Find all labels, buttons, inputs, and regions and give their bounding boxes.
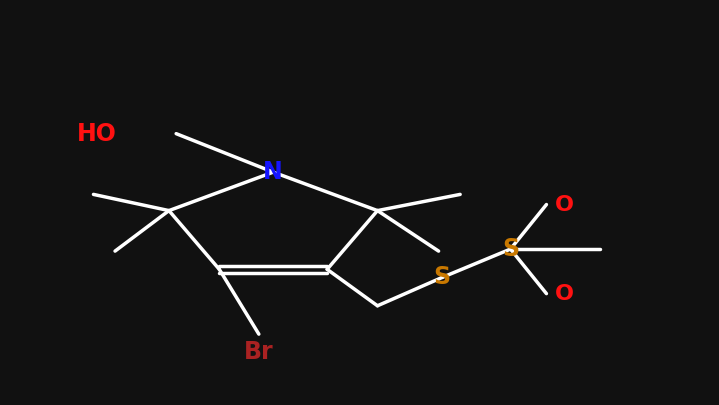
Text: S: S xyxy=(502,237,519,261)
Text: O: O xyxy=(555,194,574,215)
Text: N: N xyxy=(263,160,283,184)
Text: O: O xyxy=(555,284,574,304)
Text: Br: Br xyxy=(244,340,274,364)
Text: S: S xyxy=(434,265,451,290)
Text: HO: HO xyxy=(77,122,117,146)
